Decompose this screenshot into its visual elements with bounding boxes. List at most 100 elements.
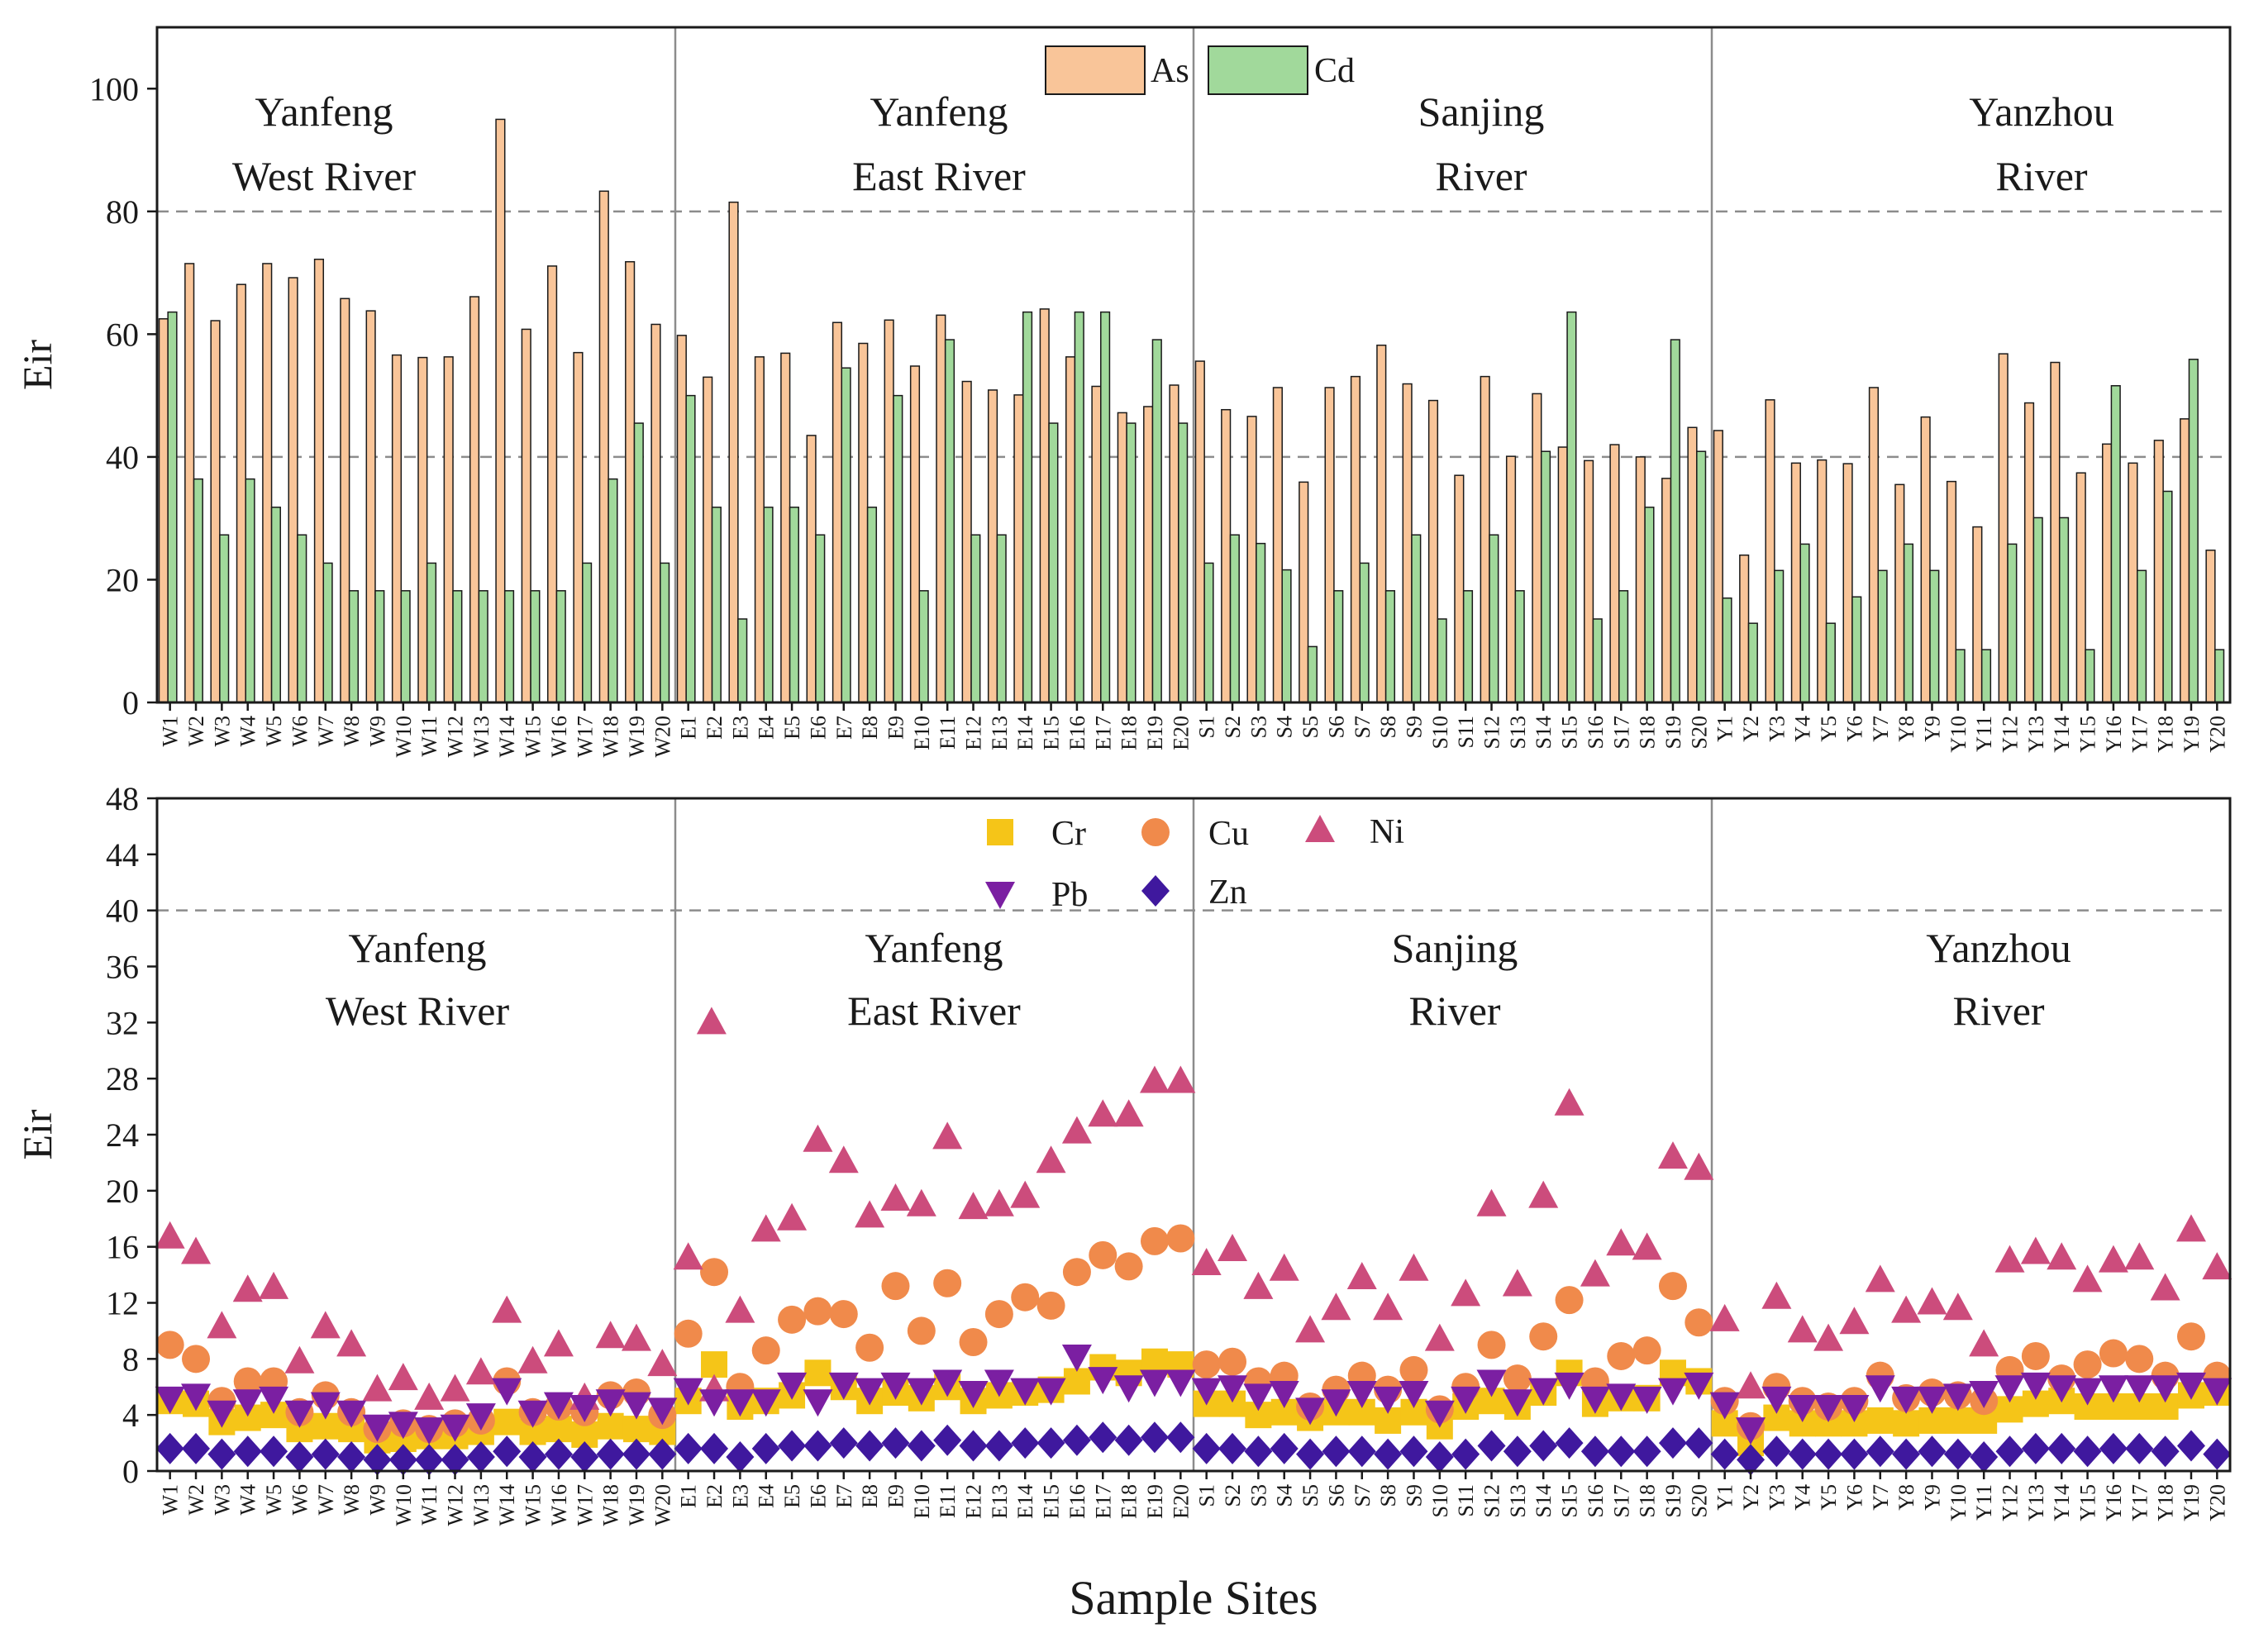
bar-cd	[996, 534, 1007, 703]
bar-as	[1402, 383, 1413, 703]
point-pb	[725, 1389, 755, 1417]
bar-cd	[478, 590, 488, 703]
bar-cd	[1540, 450, 1551, 703]
x-tick-label: Y12	[1999, 1484, 2023, 1521]
point-cu	[1632, 1336, 1661, 1365]
bar-cd	[1489, 534, 1499, 703]
x-tick-label: Y16	[2102, 716, 2126, 753]
bar-as	[2128, 462, 2138, 703]
x-tick-label: W15	[522, 1484, 546, 1526]
x-tick-label: E19	[1143, 1484, 1167, 1519]
bar-as	[2205, 550, 2216, 703]
y-tick-label: 44	[106, 836, 139, 874]
point-pb	[414, 1417, 445, 1445]
point-zn	[1374, 1438, 1403, 1470]
point-zn	[881, 1427, 910, 1459]
x-tick-label: W12	[444, 716, 468, 758]
bar-as	[1143, 406, 1154, 703]
point-pb	[1502, 1389, 1532, 1417]
point-ni	[1010, 1180, 1041, 1208]
x-tick-label: Y11	[1972, 1484, 1996, 1521]
bar-as	[1221, 408, 1232, 703]
bar-cd	[1696, 450, 1707, 703]
x-tick-label: E17	[1091, 1484, 1115, 1519]
point-zn	[1943, 1438, 1972, 1470]
x-tick-label: S10	[1428, 1484, 1452, 1517]
point-zn	[337, 1441, 366, 1473]
y-axis-label: Eir	[14, 1109, 60, 1159]
x-tick-label: S6	[1324, 1484, 1348, 1507]
bar-cd	[1722, 597, 1732, 703]
bar-cd	[1333, 590, 1344, 703]
legend-label-cu: Cu	[1208, 815, 1249, 853]
point-pb	[1010, 1378, 1041, 1406]
bar-as	[417, 356, 428, 703]
bar-as	[961, 380, 972, 703]
point-ni	[1218, 1234, 1248, 1262]
bar-cd	[1592, 618, 1603, 703]
point-ni	[1139, 1065, 1170, 1093]
point-ni	[181, 1236, 212, 1264]
point-pb	[855, 1378, 885, 1406]
point-ni	[492, 1295, 522, 1323]
bar-as	[288, 277, 298, 703]
point-zn	[1555, 1427, 1584, 1459]
point-ni	[155, 1221, 185, 1249]
bar-as	[1920, 416, 1931, 703]
point-pb	[1554, 1372, 1584, 1400]
x-tick-label: W7	[314, 1484, 338, 1516]
point-ni	[310, 1311, 341, 1339]
point-pb	[1813, 1394, 1844, 1422]
bar-as	[1790, 462, 1801, 703]
bar-cd	[1411, 534, 1422, 703]
point-cu	[1218, 1347, 1247, 1376]
point-zn	[2099, 1432, 2128, 1464]
x-tick-label: S17	[1609, 716, 1633, 749]
x-tick-label: E10	[910, 716, 934, 750]
x-tick-label: E4	[755, 1484, 779, 1508]
bar-cd	[1955, 649, 1966, 703]
point-zn	[1244, 1435, 1273, 1468]
point-pb	[336, 1400, 367, 1428]
region-label: Yanfeng	[348, 925, 486, 971]
bar-cd	[297, 534, 307, 703]
point-cu	[233, 1367, 262, 1396]
y-tick-label: 20	[106, 1173, 139, 1210]
point-cu	[2125, 1345, 2154, 1373]
region-label: East River	[847, 988, 1021, 1034]
bar-as	[1350, 375, 1361, 703]
point-pb	[1528, 1378, 1559, 1406]
x-tick-label: W17	[573, 1484, 597, 1526]
bar-as	[547, 265, 558, 703]
point-zn	[2073, 1435, 2102, 1468]
bar-cd	[322, 562, 333, 703]
point-pb	[2020, 1372, 2051, 1400]
x-tick-label: S1	[1195, 1484, 1219, 1507]
point-ni	[595, 1321, 626, 1349]
point-pb	[828, 1372, 859, 1400]
point-zn	[1062, 1424, 1091, 1456]
point-pb	[1709, 1392, 1740, 1420]
bar-cd	[711, 507, 722, 703]
point-pb	[517, 1400, 548, 1428]
bar-as	[1065, 356, 1076, 703]
bar-as	[1946, 480, 1957, 703]
bar-cd	[1203, 562, 1214, 703]
bar-as	[1557, 446, 1568, 703]
point-zn	[1970, 1441, 1999, 1473]
point-cu	[2176, 1322, 2205, 1351]
point-ni	[777, 1202, 808, 1231]
x-tick-label: E2	[703, 1484, 727, 1508]
point-zn	[933, 1424, 962, 1456]
point-cu	[855, 1333, 884, 1362]
x-tick-label: S12	[1480, 1484, 1504, 1517]
legend-label-cd: Cd	[1314, 52, 1355, 90]
point-ni	[1269, 1253, 1299, 1281]
bar-as	[1091, 385, 1102, 703]
bar-as	[365, 310, 376, 703]
point-pb	[543, 1392, 574, 1420]
point-cu	[1089, 1240, 1117, 1269]
point-ni	[1787, 1315, 1818, 1343]
y-tick-label: 48	[106, 780, 139, 817]
x-tick-label: Y8	[1894, 716, 1918, 742]
